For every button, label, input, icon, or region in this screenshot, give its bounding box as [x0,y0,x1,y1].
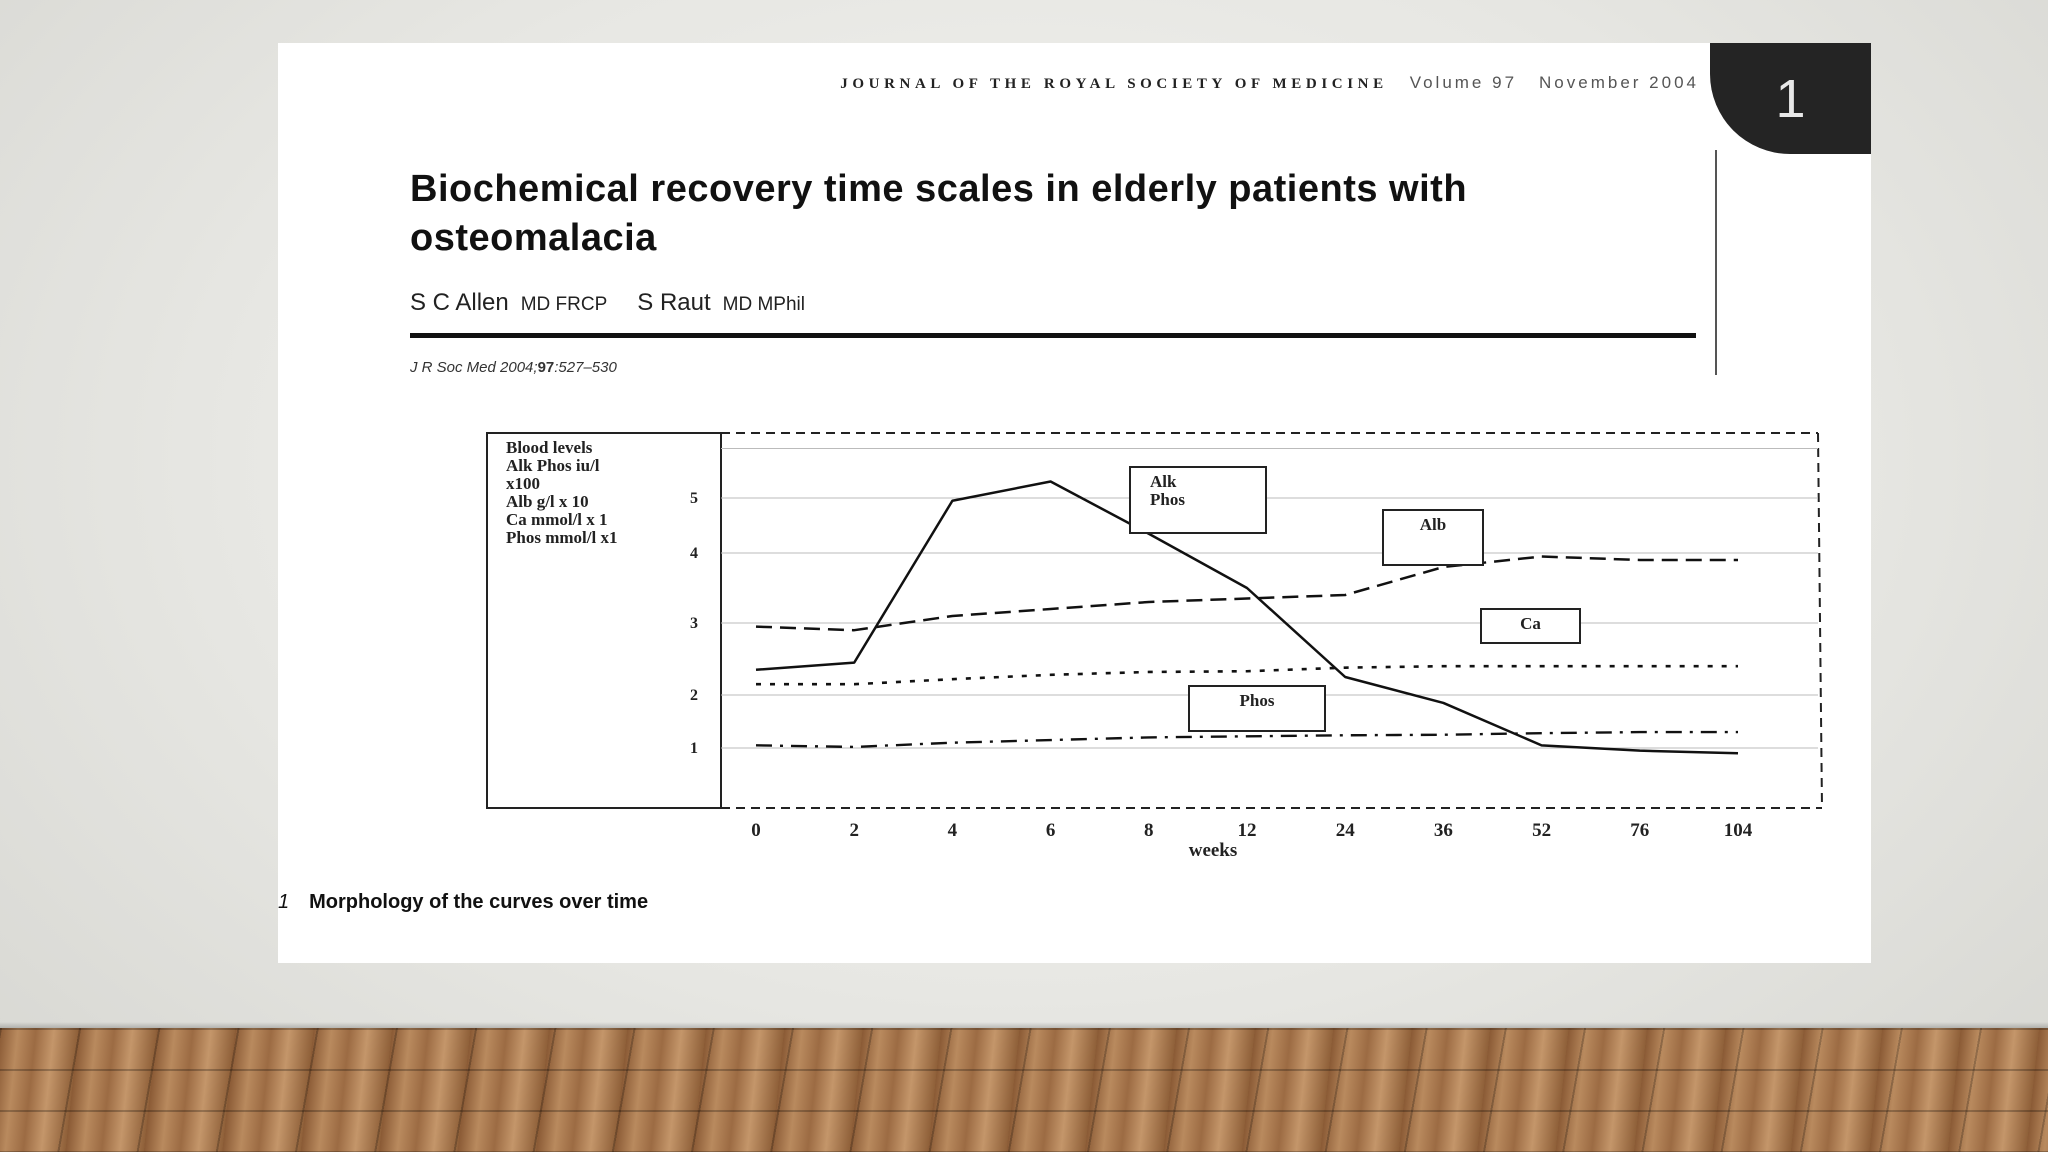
series-label: Alb [1420,515,1446,534]
x-tick-label: 6 [1046,820,1056,841]
y-axis-label-line: Phos mmol/l x1 [506,528,617,547]
y-tick-label: 2 [690,687,698,704]
side-rule [1715,150,1717,375]
series-label-box [1188,685,1326,732]
series-label: Ca [1520,614,1541,633]
journal-date: November 2004 [1539,73,1699,92]
wooden-floor [0,1028,2048,1152]
series-line-phos [755,730,1738,749]
figure-caption: 1 Morphology of the curves over time [278,891,648,914]
author-name: S C Allen [410,289,509,316]
journal-header: JOURNAL OF THE ROYAL SOCIETY OF MEDICINE… [840,73,1699,93]
y-axis-label-line: x100 [506,474,540,493]
slide-number: 1 [1775,68,1806,129]
x-tick-label: 36 [1434,820,1453,841]
y-axis-label-line: Alk Phos iu/l [506,456,600,475]
series-line-alk-phos [755,480,1739,755]
x-axis-label: weeks [1189,840,1238,861]
citation-prefix: J R Soc Med 2004; [410,359,538,376]
y-axis-label-line: Alb g/l x 10 [506,492,589,511]
journal-volume: Volume 97 [1409,73,1518,92]
article-page: JOURNAL OF THE ROYAL SOCIETY OF MEDICINE… [278,43,1871,963]
figure-number: 1 [278,891,290,913]
plot-frame-right [1817,432,1823,809]
citation-pages: :527–530 [554,359,617,376]
series-label-box [1382,509,1484,566]
series-label-box [1129,466,1267,534]
series-line-ca [756,664,1738,686]
x-tick-label: 76 [1630,820,1649,841]
series-label: Phos [1150,490,1185,509]
citation-volume: 97 [537,359,555,376]
x-tick-label: 4 [948,820,958,841]
figure-caption-text: Morphology of the curves over time [309,891,649,913]
x-tick-label: 2 [849,820,859,841]
floor-shadow [0,1022,2048,1030]
x-tick-label: 0 [751,820,761,841]
y-tick-label: 4 [690,545,698,562]
x-tick-label: 12 [1238,820,1257,841]
x-tick-label: 104 [1724,820,1753,841]
series-label-box [1480,608,1581,644]
article-title: Biochemical recovery time scales in elde… [410,168,1468,259]
journal-name: JOURNAL OF THE ROYAL SOCIETY OF MEDICINE [840,76,1388,92]
y-axis-label-line: Blood levels [506,438,593,457]
x-tick-label: 52 [1532,820,1551,841]
series-line-alb [755,555,1738,632]
y-tick-label: 1 [690,740,698,757]
author-line: S C Allen MD FRCP S Raut MD MPhil [410,289,805,317]
title-rule [410,333,1696,338]
x-tick-label: 24 [1336,820,1356,841]
y-axis-label-line: Ca mmol/l x 1 [506,510,608,529]
author-degrees: MD MPhil [722,294,805,315]
y-tick-label: 5 [690,490,698,507]
citation: J R Soc Med 2004;97:527–530 [410,359,617,376]
series-label: Alk [1150,472,1177,491]
y-tick-label: 3 [690,615,698,632]
series-label: Phos [1240,691,1275,710]
author-name: S Raut [637,289,711,316]
x-tick-label: 8 [1144,820,1154,841]
author-degrees: MD FRCP [520,294,608,315]
